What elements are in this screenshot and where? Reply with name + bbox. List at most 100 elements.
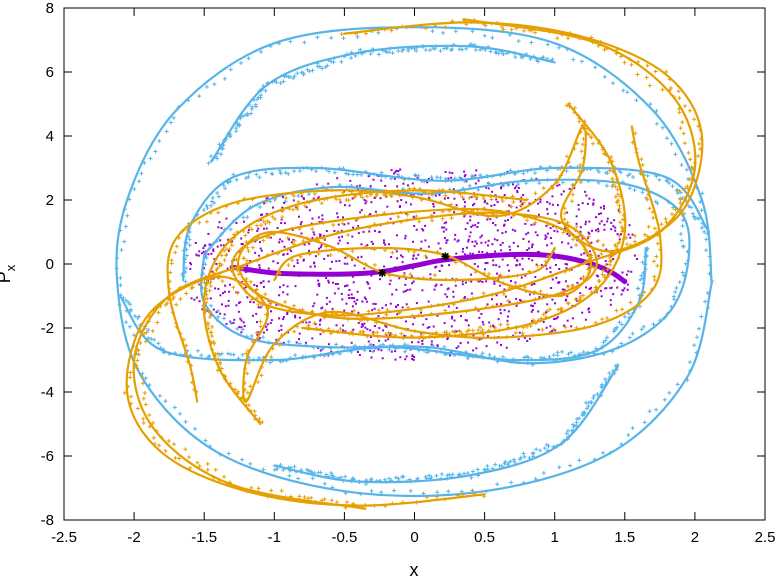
series-orange-marker — [579, 233, 584, 238]
series-blue-marker — [288, 39, 293, 44]
series-blue-marker — [367, 172, 372, 177]
series-purple-point — [321, 218, 324, 221]
series-purple-point — [483, 201, 486, 204]
series-purple-point — [504, 295, 507, 298]
series-blue-marker — [695, 335, 700, 340]
series-orange-marker — [147, 413, 152, 418]
series-purple-point — [317, 279, 320, 282]
series-purple-point — [372, 302, 375, 305]
series-purple-point — [404, 237, 407, 240]
series-purple-point — [453, 197, 456, 200]
series-blue-marker — [415, 45, 420, 50]
series-purple-point — [482, 323, 485, 326]
series-blue-marker — [272, 467, 277, 472]
series-purple-point — [240, 319, 243, 322]
series-blue-marker — [612, 327, 617, 332]
series-purple-point — [491, 324, 494, 327]
series-purple-point — [303, 243, 306, 246]
series-purple-point — [316, 293, 319, 296]
series-orange-marker — [585, 126, 590, 131]
series-purple-point — [447, 177, 450, 180]
series-purple-point — [607, 273, 610, 276]
series-purple-point — [586, 202, 589, 205]
series-orange-marker — [372, 247, 377, 252]
series-orange-marker — [374, 192, 379, 197]
series-purple-point — [246, 296, 249, 299]
series-purple-point — [239, 301, 242, 304]
series-orange-marker — [353, 193, 358, 198]
series-blue-marker — [586, 351, 591, 356]
series-blue-marker — [467, 183, 472, 188]
series-orange-marker — [682, 141, 687, 146]
series-purple-point — [370, 201, 373, 204]
series-blue-marker — [204, 203, 209, 208]
series-orange-marker — [310, 227, 315, 232]
series-blue-marker — [566, 352, 571, 357]
series-purple-point — [242, 321, 245, 324]
series-orange-marker — [570, 283, 575, 288]
series-purple-point — [450, 325, 453, 328]
series-purple-point — [247, 231, 250, 234]
series-orange-marker — [248, 384, 253, 389]
series-purple-point — [374, 210, 377, 213]
series-orange-marker — [473, 305, 478, 310]
series-purple-point — [256, 321, 258, 324]
series-purple-point — [558, 221, 561, 224]
series-purple-point — [566, 263, 568, 266]
series-blue-marker — [226, 180, 231, 185]
series-orange-marker — [529, 28, 534, 33]
series-purple-point — [279, 286, 281, 289]
series-purple-point — [403, 334, 406, 337]
series-orange-marker — [269, 488, 274, 493]
y-tick-label: 2 — [46, 192, 54, 209]
series-orange-marker — [209, 277, 214, 282]
series-purple-point — [587, 308, 590, 311]
series-orange-marker — [337, 197, 342, 202]
series-purple-point — [588, 266, 591, 269]
series-blue-marker — [122, 239, 127, 244]
series-blue-marker — [545, 168, 550, 173]
series-blue-marker — [320, 346, 325, 351]
series-purple-point — [266, 323, 269, 326]
series-orange-marker — [600, 268, 605, 273]
series-blue-marker — [270, 79, 275, 84]
series-blue-marker — [449, 178, 454, 183]
series-orange-marker — [435, 249, 440, 254]
series-purple-point — [506, 171, 509, 173]
series-purple-point — [533, 283, 536, 285]
series-purple-point — [409, 203, 412, 206]
series-purple-point — [312, 231, 315, 234]
series-blue-marker — [254, 172, 259, 177]
series-blue-marker — [257, 356, 262, 361]
series-purple-point — [508, 269, 510, 272]
series-purple-point — [488, 321, 491, 324]
series-blue-marker — [537, 181, 542, 186]
series-purple-point — [240, 243, 243, 245]
series-purple-point — [325, 303, 328, 306]
series-blue-marker — [481, 355, 486, 360]
series-blue-marker — [565, 437, 570, 442]
series-purple-point — [203, 267, 206, 270]
series-orange-marker — [273, 195, 278, 200]
series-purple-point — [286, 311, 289, 314]
series-orange-marker — [252, 417, 257, 422]
series-orange-marker — [509, 27, 514, 32]
series-orange-marker — [586, 258, 591, 263]
series-purple-point — [537, 202, 540, 205]
series-purple-point — [282, 341, 285, 344]
series-blue-marker — [219, 351, 224, 356]
series-orange-marker — [488, 324, 493, 329]
series-blue-marker — [512, 460, 517, 465]
series-orange-marker — [677, 189, 682, 194]
series-purple-point — [424, 239, 427, 242]
series-purple-point — [492, 259, 495, 262]
series-orange-marker — [578, 180, 583, 185]
series-orange-marker — [383, 332, 388, 337]
series-orange-marker — [532, 289, 537, 294]
series-orange-marker — [244, 289, 249, 294]
series-purple-point — [404, 290, 407, 292]
series-orange-marker — [135, 406, 140, 411]
series-purple-point — [434, 266, 437, 269]
series-orange-marker — [222, 474, 227, 479]
series-purple-point — [585, 194, 588, 197]
